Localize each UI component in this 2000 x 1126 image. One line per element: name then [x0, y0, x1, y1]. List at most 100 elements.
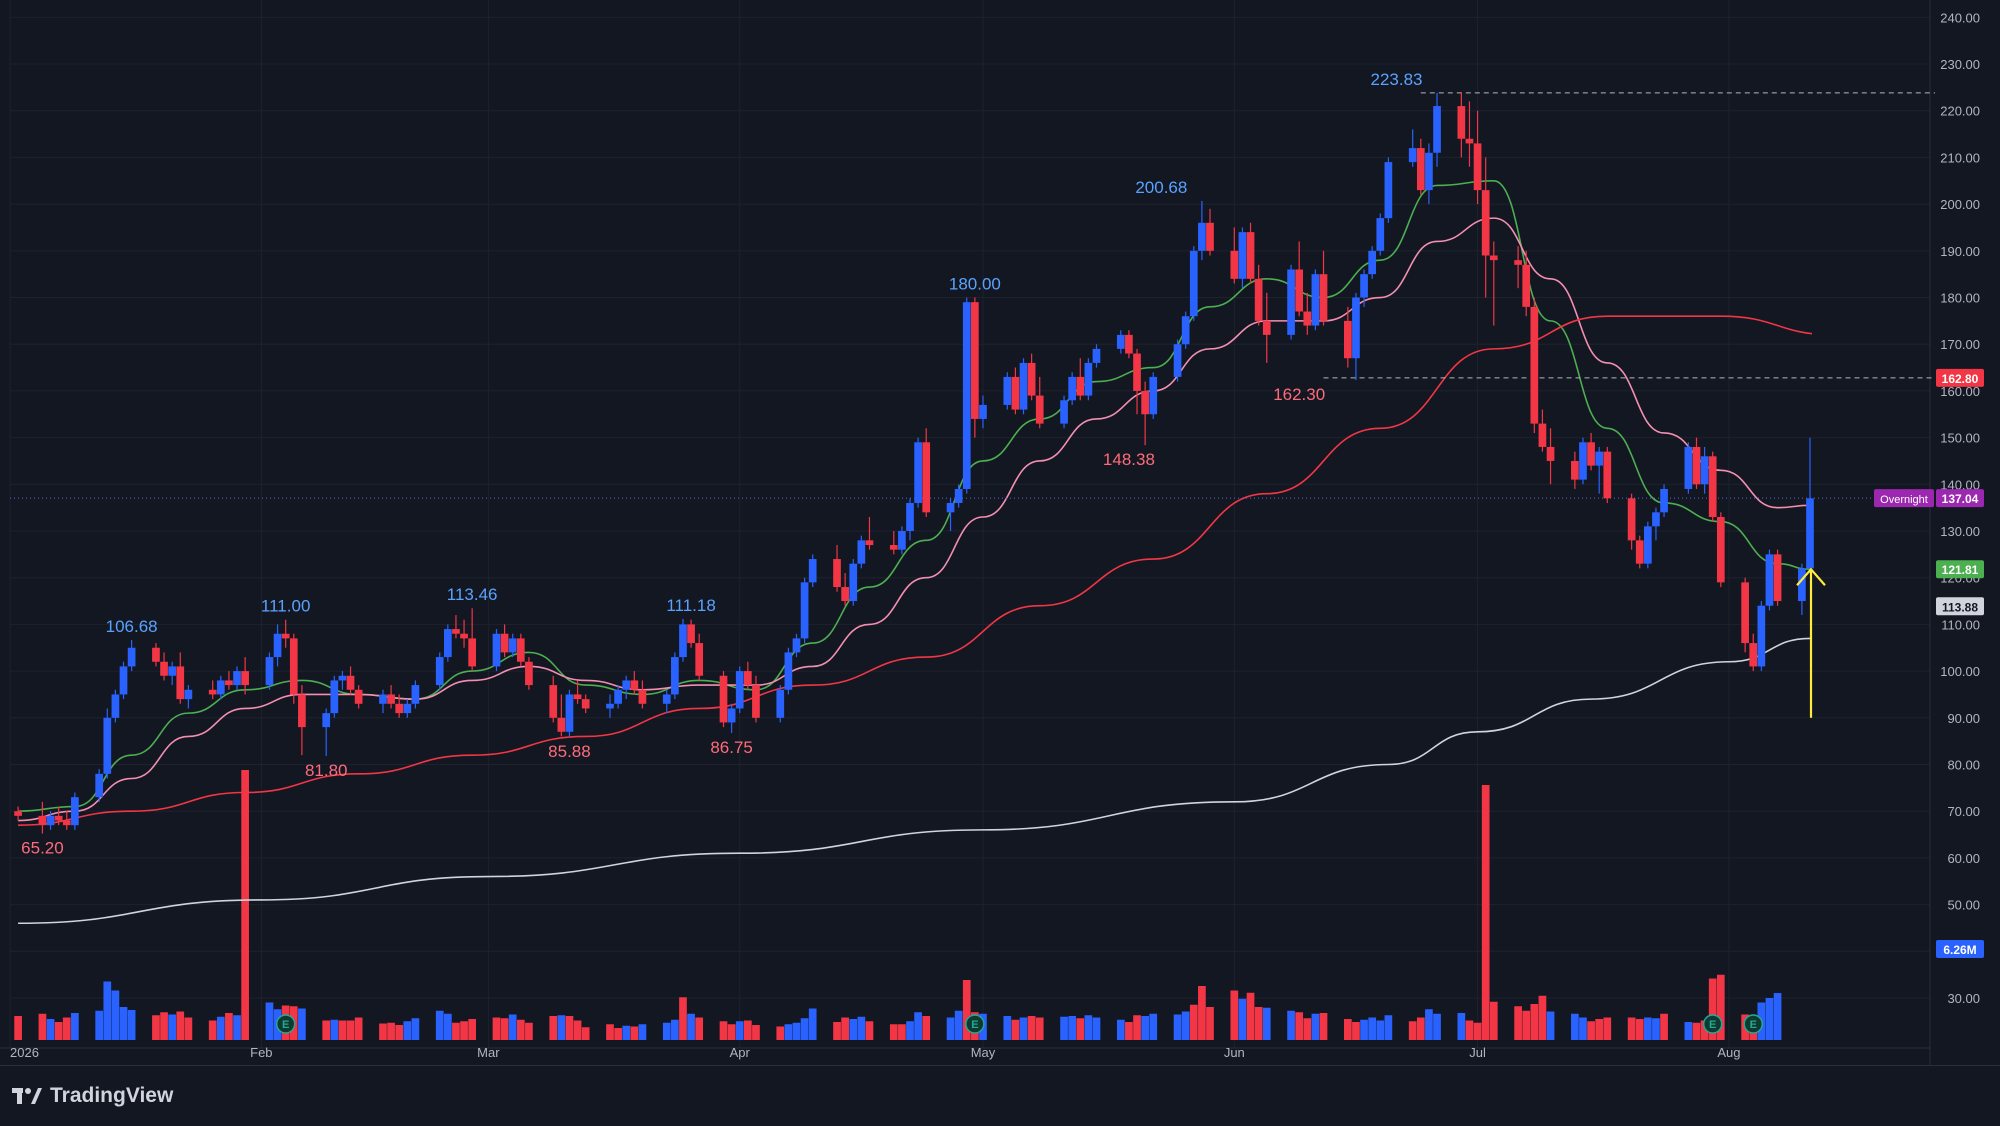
- chart-area[interactable]: E E E E 65.20 106.68 111.00 81.80 113.46 85.88 111…: [0, 0, 2000, 1065]
- candle-body: [1579, 442, 1587, 480]
- volume-bar: [695, 1017, 704, 1040]
- candle-body: [468, 638, 477, 667]
- volume-bar: [687, 1013, 695, 1040]
- candle-body: [395, 703, 404, 714]
- candle-body: [865, 540, 874, 546]
- price-axis-tick-label: 50.00: [1947, 898, 1980, 913]
- volume-bar: [808, 1008, 817, 1040]
- candle-body: [1546, 446, 1555, 461]
- volume-bar: [727, 1024, 736, 1040]
- candle-body: [160, 661, 168, 676]
- volume-bar: [833, 1022, 841, 1040]
- volume-bar: [216, 1016, 225, 1040]
- candle-body: [273, 633, 282, 658]
- earnings-event-label: E: [971, 1019, 978, 1031]
- volume-bar: [614, 1028, 622, 1040]
- candlestick-chart[interactable]: E E E E 65.20 106.68 111.00 81.80 113.46 85.88 111…: [0, 0, 2000, 1065]
- price-axis-tick-label: 30.00: [1947, 991, 1980, 1006]
- volume-bar: [1295, 1012, 1304, 1040]
- candle-body: [1384, 162, 1393, 219]
- earnings-event-circle: [1743, 1014, 1763, 1034]
- volume-bar: [1579, 1017, 1587, 1040]
- volume-bar: [208, 1020, 217, 1040]
- volume-bar: [1125, 1022, 1133, 1040]
- candle-body: [1538, 423, 1547, 447]
- candle-body: [1798, 568, 1806, 602]
- volume-bar: [1627, 1017, 1636, 1040]
- candle-body: [1060, 400, 1068, 424]
- price-marker-bg: [1936, 597, 1984, 616]
- volume-bar: [898, 1024, 906, 1040]
- volume-bar: [1230, 990, 1239, 1040]
- candle-body: [1433, 106, 1441, 153]
- volume-bar: [1376, 1020, 1385, 1040]
- candle-body: [1660, 488, 1668, 513]
- volume-bar: [1595, 1019, 1604, 1040]
- candle-body: [379, 694, 387, 704]
- candle-body: [889, 545, 898, 550]
- candle-body: [168, 666, 177, 676]
- candle-body: [606, 703, 614, 709]
- volume-bar: [14, 1016, 22, 1040]
- candle-body: [525, 661, 533, 686]
- volume-bar: [889, 1024, 898, 1040]
- earnings-event-marker: E: [1743, 1014, 1763, 1034]
- volume-bar: [500, 1018, 509, 1040]
- volume-bar: [1708, 978, 1717, 1040]
- candle-body: [800, 582, 809, 639]
- earnings-event-label: E: [282, 1019, 289, 1031]
- candle-body: [298, 694, 306, 728]
- volume-bar: [954, 1010, 963, 1040]
- volume-bar: [792, 1022, 801, 1040]
- time-axis-label: Feb: [250, 1045, 272, 1060]
- volume-bar: [906, 1021, 914, 1040]
- volume-bar: [622, 1025, 631, 1040]
- volume-bar: [1287, 1010, 1295, 1040]
- volume-bar: [460, 1021, 468, 1040]
- volume-bar: [849, 1019, 858, 1040]
- candle-body: [954, 488, 963, 503]
- candle-body: [573, 694, 582, 700]
- volume-bar: [1546, 1011, 1555, 1040]
- candle-body: [1189, 250, 1198, 317]
- volume-bar: [322, 1020, 331, 1040]
- candle-body: [127, 647, 136, 667]
- volume-bar: [354, 1017, 363, 1040]
- volume-bar: [800, 1018, 809, 1040]
- volume-bar: [95, 1010, 104, 1040]
- price-axis-tick-label: 70.00: [1947, 804, 1980, 819]
- time-axis-label: Apr: [730, 1045, 751, 1060]
- volume-bar: [1425, 1009, 1433, 1040]
- candle-body: [622, 680, 631, 690]
- candle-body: [1489, 255, 1498, 261]
- volume-badge: 6.26M: [1936, 940, 1984, 958]
- volume-bar: [735, 1021, 744, 1040]
- candle-body: [849, 563, 858, 602]
- annotation-arrowhead: [1796, 567, 1826, 586]
- volume-bar: [1181, 1011, 1190, 1040]
- candle-body: [1352, 297, 1360, 359]
- footer-bar: TradingView: [0, 1065, 2000, 1126]
- tradingview-brand[interactable]: TradingView: [12, 1084, 173, 1108]
- volume-bar: [565, 1016, 574, 1040]
- volume-bar: [38, 1013, 47, 1040]
- volume-bar: [1352, 1022, 1360, 1040]
- volume-bar: [1035, 1017, 1044, 1040]
- candle-body: [1627, 498, 1636, 541]
- volume-bar: [411, 1018, 420, 1040]
- volume-bar: [225, 1013, 233, 1040]
- volume-bar: [1027, 1016, 1036, 1040]
- candle-body: [784, 652, 793, 690]
- volume-bar: [1530, 1004, 1539, 1040]
- candle-body: [719, 675, 728, 723]
- price-marker-bg: [1936, 368, 1984, 387]
- volume-bar: [387, 1022, 395, 1040]
- candle-body: [1206, 222, 1214, 251]
- candle-body: [111, 694, 120, 718]
- volume-bar: [1141, 1016, 1149, 1040]
- candle-body: [452, 629, 460, 634]
- candle-body: [1587, 442, 1595, 466]
- volume-bar: [841, 1017, 849, 1040]
- candle-body: [208, 689, 217, 695]
- candle-body: [1530, 306, 1539, 424]
